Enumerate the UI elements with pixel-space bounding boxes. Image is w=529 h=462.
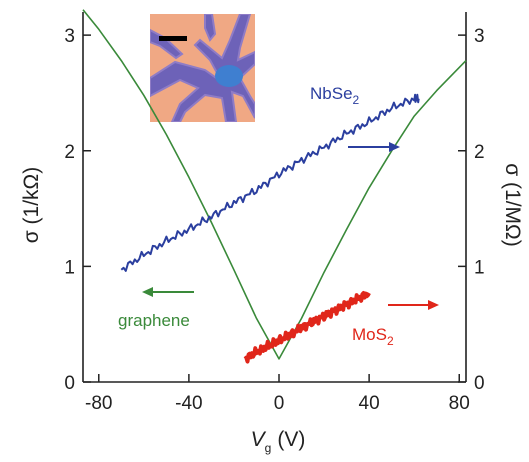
scale-bar: [159, 36, 187, 41]
left-y-tick-label: 0: [64, 373, 75, 394]
inset-center-flake: [215, 65, 243, 87]
optical-micrograph-inset: [150, 14, 255, 122]
nbse2-label-main: NbSe: [310, 84, 353, 103]
mos2-series-label: MoS2: [352, 325, 394, 348]
left-y-tick-label: 3: [64, 26, 75, 47]
x-tick-label: -80: [85, 393, 112, 414]
nbse2-label-subscript: 2: [353, 93, 360, 107]
right-y-axis-label: σ (1/MΩ): [501, 163, 524, 247]
nbse2-axis-arrow: [348, 142, 400, 152]
graphene-series-label: graphene: [118, 311, 190, 330]
mos2-label-subscript: 2: [387, 334, 394, 348]
axes: [82, 12, 467, 383]
right-y-tick-label: 2: [474, 142, 485, 163]
x-tick-label: -40: [175, 393, 202, 414]
left-y-tick-label: 1: [64, 257, 75, 278]
series-line-nbse2: [120, 93, 420, 272]
right-y-tick-label: 0: [474, 373, 485, 394]
x-axis-label: Vg (V): [251, 428, 306, 455]
mos2-axis-arrow: [388, 300, 439, 310]
x-tick-label: 40: [359, 393, 380, 414]
mos2-label-main: MoS: [352, 325, 387, 344]
x-axis-label-unit: (V): [277, 428, 305, 451]
x-tick-label: 80: [449, 393, 470, 414]
x-axis-label-symbol: V: [251, 428, 267, 451]
right-y-tick-label: 3: [474, 26, 485, 47]
graphene-axis-arrow: [142, 287, 194, 297]
x-axis-label-subscript: g: [265, 441, 272, 455]
x-tick-label: 0: [274, 393, 285, 414]
series-line-mos2: [243, 291, 371, 364]
nbse2-series-label: NbSe2: [310, 84, 360, 107]
left-y-axis-label: σ (1/kΩ): [20, 167, 43, 244]
series: [82, 9, 467, 364]
right-y-tick-label: 1: [474, 257, 485, 278]
left-y-tick-label: 2: [64, 142, 75, 163]
series-line-graphene: [82, 9, 467, 360]
graphene-label-main: graphene: [118, 311, 190, 330]
